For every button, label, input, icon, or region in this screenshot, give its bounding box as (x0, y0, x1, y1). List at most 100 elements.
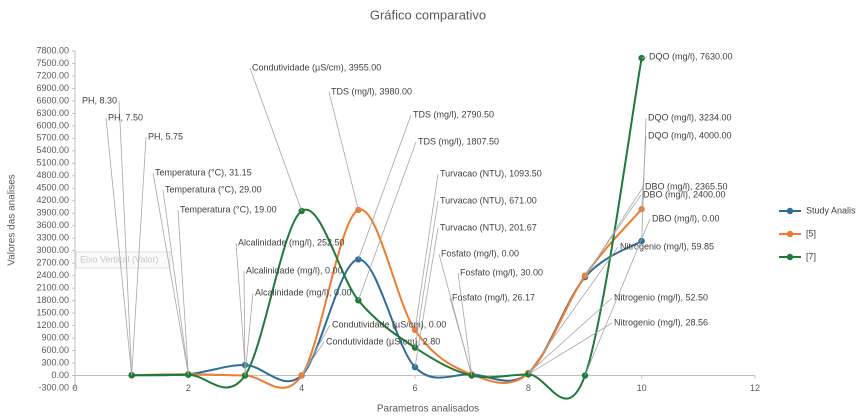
y-tick-label: 1200.00 (36, 320, 69, 330)
y-tick-label: 3000.00 (36, 245, 69, 255)
y-tick-label: 5100.00 (36, 158, 69, 168)
data-label: DBO (mg/l), 0.00 (652, 213, 720, 223)
leader-line (243, 270, 246, 376)
data-label: Turvacao (NTU), 1093.50 (440, 168, 542, 178)
x-tick-label: 4 (299, 383, 304, 393)
legend-marker (786, 253, 794, 261)
chart-title: Gráfico comparativo (370, 7, 486, 22)
leader-line (301, 324, 331, 376)
data-label: Condutividade (µS/cm), 2.80 (326, 336, 440, 346)
leader-line (235, 242, 246, 366)
leader-line (152, 172, 189, 375)
y-tick-label: 4800.00 (36, 170, 69, 180)
y-tick-label: 3900.00 (36, 208, 69, 218)
data-label: TDS (mg/l), 2790.50 (413, 109, 494, 119)
tooltip: Eixo Vertical (Valor) (80, 254, 158, 264)
leader-line (528, 322, 613, 375)
y-tick-label: 3600.00 (36, 220, 69, 230)
y-tick-label: 4500.00 (36, 183, 69, 193)
data-label: DQO (mg/l), 7630.00 (649, 51, 733, 61)
data-label: TDS (mg/l), 3980.00 (331, 86, 412, 96)
leader-line (414, 173, 439, 331)
data-label: Alcalinidade (mg/l), 252.50 (238, 237, 345, 247)
data-label: Nitrogenio (mg/l), 28.56 (614, 317, 708, 327)
data-label: Fosfato (mg/l), 26.17 (452, 292, 535, 302)
leader-line (357, 114, 412, 260)
y-tick-label: 5400.00 (36, 145, 69, 155)
y-tick-label: 3300.00 (36, 233, 69, 243)
leader-line (357, 141, 417, 301)
leader-line (244, 292, 254, 376)
y-tick-label: 2400.00 (36, 270, 69, 280)
data-label: Fosfato (mg/l), 0.00 (441, 248, 519, 258)
leader-line (249, 67, 303, 212)
x-axis-title: Parametros analisados (377, 404, 479, 415)
legend-label: [5] (806, 228, 816, 238)
x-tick-label: 6 (412, 383, 417, 393)
leader-line (438, 253, 473, 376)
leader-line (641, 117, 647, 241)
data-label: Nitrogenio (mg/l), 59.85 (620, 241, 714, 251)
x-tick-label: 8 (526, 383, 531, 393)
data-label: DQO (mg/l), 3234.00 (648, 112, 732, 122)
x-tick-label: 0 (72, 383, 77, 393)
y-tick-label: 1800.00 (36, 295, 69, 305)
y-tick-label: 2100.00 (36, 283, 69, 293)
data-label: Condutividade (µS/cm), 3955.00 (252, 62, 381, 72)
legend-label: Study Analisy (806, 205, 856, 215)
y-tick-label: 7500.00 (36, 58, 69, 68)
leader-line (414, 200, 439, 348)
leader-line (162, 189, 189, 375)
data-label: Turvacao (NTU), 201.67 (440, 222, 537, 232)
leader-line (105, 117, 133, 376)
data-label: PH, 5.75 (148, 131, 183, 141)
data-label: Alcalinidade (mg/l), 0.00 (246, 265, 343, 275)
data-label: DQO (mg/l), 4000.00 (648, 130, 732, 140)
series-line (131, 208, 643, 389)
y-tick-label: 1500.00 (36, 307, 69, 317)
data-label: Fosfato (mg/l), 30.00 (460, 267, 543, 277)
data-label: Alcalinidade (mg/l), 0.00 (255, 287, 352, 297)
legend-label: [7] (806, 251, 816, 261)
data-label: PH, 7.50 (108, 112, 143, 122)
leader-line (301, 341, 325, 376)
y-tick-label: 0.00 (51, 370, 69, 380)
tooltip-box (75, 251, 171, 269)
leader-line (584, 194, 642, 276)
leader-line (177, 209, 189, 375)
y-tick-label: 5700.00 (36, 133, 69, 143)
data-label: DBO (mg/l), 2365.50 (645, 181, 728, 191)
leader-line (528, 246, 619, 374)
y-tick-label: 6300.00 (36, 108, 69, 118)
y-tick-label: 6000.00 (36, 120, 69, 130)
leader-line (584, 218, 651, 376)
leader-line (118, 100, 133, 376)
x-tick-label: 10 (637, 383, 647, 393)
y-tick-label: 6900.00 (36, 83, 69, 93)
data-label: Turvacao (NTU), 671.00 (440, 195, 537, 205)
data-label: Temperatura (°C), 19.00 (180, 204, 277, 214)
series-line (131, 57, 643, 400)
legend-marker (786, 230, 794, 238)
data-label: Temperatura (°C), 31.15 (155, 167, 252, 177)
y-tick-label: 6600.00 (36, 95, 69, 105)
y-tick-label: 4200.00 (36, 195, 69, 205)
data-label: Nitrogenio (mg/l), 52.50 (614, 292, 708, 302)
y-tick-label: 300.00 (41, 357, 69, 367)
data-label: DBO (mg/l), 2400.00 (643, 189, 726, 199)
leader-line (641, 56, 648, 59)
leader-line (414, 227, 439, 368)
y-tick-label: -300.00 (38, 382, 69, 392)
y-tick-label: 2700.00 (36, 258, 69, 268)
y-tick-label: 7200.00 (36, 70, 69, 80)
data-label: TDS (mg/l), 1807.50 (418, 136, 499, 146)
data-label: PH, 8.30 (82, 95, 117, 105)
leader-line (131, 136, 147, 376)
data-label: Condutividade (µS/cm), 0.00 (332, 319, 446, 329)
y-tick-label: 7800.00 (36, 45, 69, 55)
y-tick-label: 600.00 (41, 345, 69, 355)
y-tick-label: 900.00 (41, 332, 69, 342)
x-tick-label: 12 (750, 383, 760, 393)
x-tick-label: 2 (186, 383, 191, 393)
